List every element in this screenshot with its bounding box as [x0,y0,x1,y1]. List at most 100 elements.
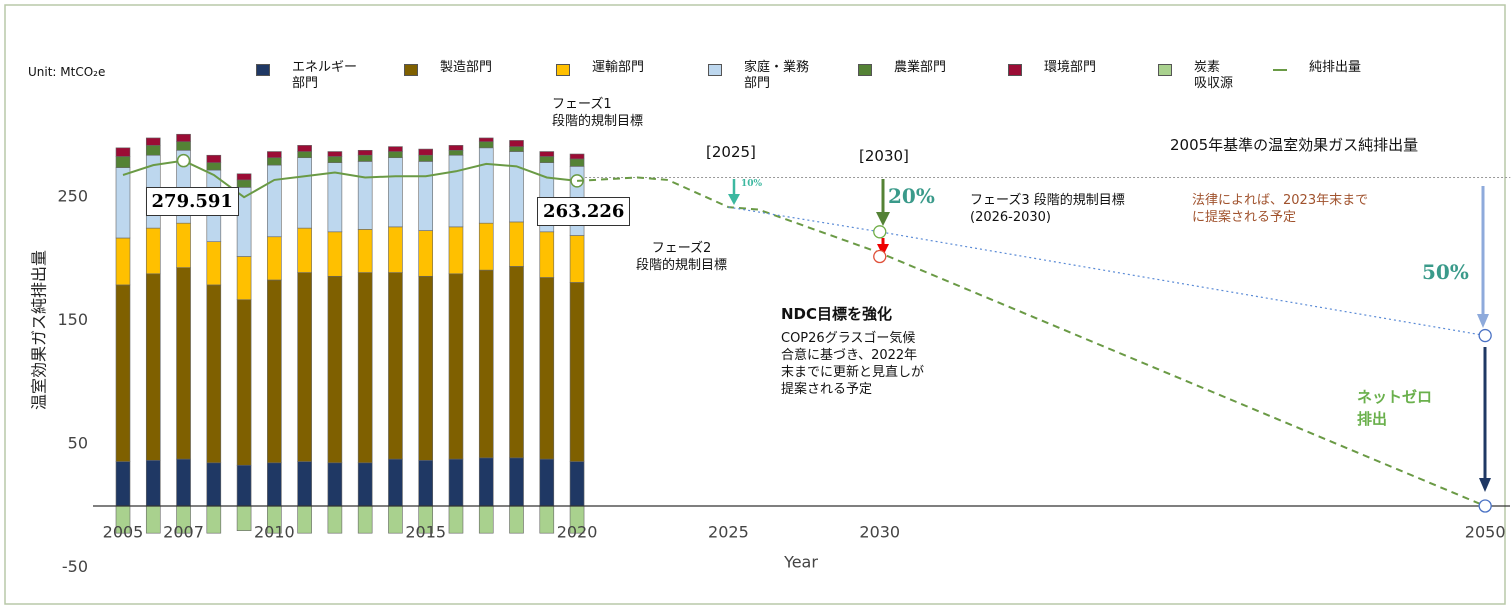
bar-segment [539,151,555,157]
bar-segment [509,140,524,147]
bar-segment [448,145,464,151]
annotation: [2030] [859,147,909,165]
bar-segment [297,227,312,273]
annotation: [2025] [706,143,756,161]
bar-segment [539,231,555,278]
bar-segment [388,157,403,228]
bar-segment [176,267,191,460]
arrows [728,179,1491,492]
y-tick-label: -50 [62,557,88,576]
y-tick-label: 50 [68,434,88,453]
target-marker [1478,499,1492,513]
annotation: フェーズ2 段階的規制目標 [636,241,728,273]
bar-segment [569,158,585,167]
bar-segment [115,156,131,168]
bar-segment [176,133,191,142]
bar-segment [478,505,494,534]
x-axis-label: Year [783,553,818,572]
bar-segment [236,256,252,301]
bar-segment [145,459,161,507]
y-axis-label: 温室効果ガス純排出量 [30,250,49,410]
bar-segment [478,147,494,224]
y-tick-label: 250 [57,187,88,206]
bar-segment [297,151,312,159]
bar-segment [297,461,312,507]
bar-segment [569,461,585,507]
legend-swatch [404,64,418,76]
bar-segment [206,505,222,534]
bar-segment [327,275,343,464]
legend-label: エネルギー 部門 [292,60,358,91]
legend-swatch [858,64,872,76]
bar-segment [357,272,373,464]
bar-segment [236,505,252,531]
bar-segment [509,266,524,459]
target-marker [873,225,887,239]
bar-segment [297,272,312,462]
point-marker [176,153,191,168]
legend-swatch [708,64,722,76]
bar-segment [327,462,343,507]
bar-segment [388,505,403,534]
annotation: 法律によれば、2023年末まで に提案される予定 [1192,193,1369,225]
annotation: ネットゼロ 排出 [1357,388,1433,428]
bar-segment [327,151,343,157]
bar-segment [206,154,222,163]
legend-label: 製造部門 [440,60,493,75]
legend-label: 農業部門 [894,60,947,75]
annotation: フェーズ1 段階的規制目標 [552,97,644,129]
bar-segment [357,462,373,507]
x-tick-label: 2005 [103,523,144,542]
bar-segment [448,226,464,275]
bar-segment [388,272,403,460]
bar-segment [267,236,282,281]
bar-segment [478,141,494,149]
legend-label: 運輸部門 [592,60,645,75]
bar-segment [539,156,555,163]
legend-label: 家庭・業務 部門 [744,60,810,91]
annotation: 20% [888,184,935,208]
bar-segment [509,221,524,267]
bar-segment [236,179,252,188]
bar-segment [176,458,191,507]
bar-segment [509,457,524,507]
annotation: 2005年基準の温室効果ガス純排出量 [1170,136,1419,154]
x-tick-label: 2015 [405,523,446,542]
frame [4,4,1506,605]
x-tick-label: 2010 [254,523,295,542]
bar-segment [267,151,282,159]
bar-segment [267,462,282,507]
bar-segment [388,226,403,273]
bar-segment [206,241,222,286]
legend-swatch [1008,64,1022,76]
bar-segment [388,458,403,507]
projection-line [576,176,1486,507]
projection-line [728,206,1486,337]
bar-segment [448,149,464,156]
bar-segment [115,167,131,239]
bar-segment [357,161,373,230]
bar-segment [267,164,282,238]
bar-segment [206,284,222,464]
x-tick-label: 2025 [708,523,749,542]
y-tick-label: 150 [57,310,88,329]
bar-segment [478,269,494,459]
legend-swatch [1158,64,1172,76]
bar-segment [569,282,585,462]
bar-segment [357,505,373,534]
bar-segment [569,235,585,283]
bar-segment [448,458,464,507]
bar-segment [297,505,312,534]
bar-segment [145,273,161,461]
bar-segment [418,148,434,156]
bar-segment [418,459,434,507]
bar-segment [357,149,373,156]
bar-segment [448,154,464,228]
legend-swatch [256,64,270,76]
bar-segment [418,154,434,162]
bar-segment [448,273,464,460]
bar-segment [176,222,191,268]
bar-segment [236,299,252,466]
